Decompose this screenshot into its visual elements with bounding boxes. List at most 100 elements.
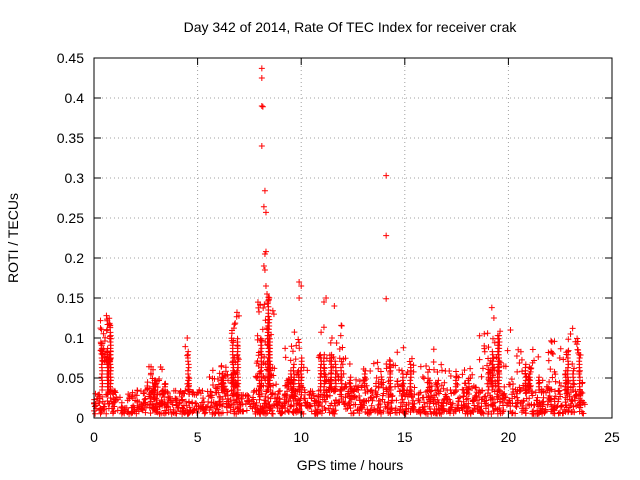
cluster-5-streak-point bbox=[257, 348, 264, 355]
baseline-point bbox=[179, 396, 186, 403]
cluster-13-point bbox=[556, 354, 563, 361]
outlier-point-21 bbox=[323, 295, 330, 301]
cluster-13-streak-point bbox=[576, 374, 583, 381]
baseline-point bbox=[408, 388, 415, 395]
cluster-0-point bbox=[97, 325, 104, 332]
baseline-point bbox=[389, 397, 396, 404]
baseline-point bbox=[385, 409, 392, 416]
baseline-point bbox=[273, 395, 280, 402]
baseline-point bbox=[499, 390, 506, 397]
baseline-point bbox=[565, 408, 572, 415]
cluster-0-streak-point bbox=[105, 361, 112, 368]
baseline-point bbox=[471, 402, 478, 409]
outlier-point-4 bbox=[258, 143, 265, 149]
baseline-point bbox=[256, 409, 263, 416]
outlier-point-34 bbox=[548, 339, 555, 345]
cluster-6-streak-point bbox=[290, 361, 297, 368]
baseline-point bbox=[404, 393, 411, 400]
baseline-point bbox=[316, 399, 323, 406]
y-tick-label-1: 0.05 bbox=[57, 370, 84, 386]
baseline-point bbox=[151, 396, 158, 403]
cluster-4-streak-point bbox=[230, 377, 237, 384]
cluster-8-point bbox=[346, 361, 353, 368]
baseline-point bbox=[332, 407, 339, 414]
baseline-point bbox=[431, 396, 438, 403]
baseline-point bbox=[256, 396, 263, 403]
baseline-point bbox=[108, 398, 115, 405]
baseline-point bbox=[551, 407, 558, 414]
cluster-1-point bbox=[144, 379, 151, 386]
baseline-point bbox=[206, 407, 213, 414]
baseline-point bbox=[538, 399, 545, 406]
baseline-point bbox=[417, 410, 424, 417]
baseline-point bbox=[95, 399, 102, 406]
baseline-point bbox=[426, 398, 433, 405]
baseline-point bbox=[367, 409, 374, 416]
outlier-point-14 bbox=[265, 299, 272, 305]
cluster-9-point bbox=[411, 384, 418, 391]
cluster-10-point bbox=[472, 384, 479, 391]
baseline-point bbox=[456, 394, 463, 401]
baseline-point bbox=[292, 393, 299, 400]
cluster-2-point bbox=[182, 343, 189, 350]
cluster-10-streak-point bbox=[465, 380, 472, 387]
outlier-point-20 bbox=[298, 283, 305, 289]
cluster-12-point bbox=[509, 386, 516, 393]
cluster-11-streak-point bbox=[485, 387, 492, 393]
baseline-point bbox=[502, 394, 509, 401]
cluster-10-point bbox=[461, 367, 468, 374]
cluster-9-streak-point bbox=[407, 380, 414, 387]
cluster-2-streak-point bbox=[184, 367, 191, 374]
baseline-point bbox=[331, 400, 338, 407]
cluster-10-point bbox=[423, 363, 430, 370]
cluster-13-streak-point bbox=[576, 358, 583, 365]
cluster-6-point bbox=[287, 357, 294, 364]
baseline-point bbox=[225, 401, 232, 408]
cluster-3-point bbox=[222, 368, 229, 375]
cluster-0-streak-point bbox=[105, 367, 112, 374]
baseline-point bbox=[303, 400, 310, 407]
outlier-point-22 bbox=[320, 299, 327, 305]
cluster-5-streak-point bbox=[258, 345, 265, 352]
baseline-point bbox=[288, 402, 295, 409]
outlier-point-23 bbox=[331, 303, 338, 309]
baseline-point bbox=[328, 408, 335, 415]
cluster-3-point bbox=[209, 375, 216, 382]
baseline-point bbox=[204, 403, 211, 410]
cluster-6-streak-point bbox=[288, 374, 295, 381]
cluster-5-point bbox=[269, 307, 276, 314]
baseline-point bbox=[178, 393, 185, 400]
baseline-point bbox=[548, 396, 555, 403]
baseline-point bbox=[293, 401, 300, 408]
baseline-point bbox=[535, 403, 542, 410]
cluster-7-point bbox=[320, 324, 327, 331]
cluster-2-streak-point bbox=[185, 383, 192, 390]
baseline-point bbox=[396, 388, 403, 395]
baseline-point bbox=[359, 404, 366, 411]
baseline-point bbox=[489, 403, 496, 410]
baseline-point bbox=[172, 410, 179, 417]
baseline-point bbox=[356, 410, 363, 417]
cluster-11-point bbox=[484, 330, 491, 337]
cluster-10-streak-point bbox=[435, 377, 442, 384]
baseline-point bbox=[422, 388, 429, 395]
baseline-point bbox=[244, 397, 251, 404]
y-tick-label-0: 0 bbox=[76, 410, 84, 426]
cluster-8-streak-point bbox=[368, 387, 375, 393]
baseline-point bbox=[433, 405, 440, 412]
x-tick-label-4: 20 bbox=[501, 429, 517, 445]
cluster-11-point bbox=[479, 365, 486, 372]
baseline-point bbox=[260, 407, 267, 414]
baseline-point bbox=[252, 408, 259, 415]
baseline-point bbox=[490, 396, 497, 403]
baseline-point bbox=[281, 391, 288, 398]
baseline-point bbox=[399, 396, 406, 403]
baseline-point bbox=[555, 396, 562, 403]
cluster-9-point bbox=[398, 367, 405, 374]
cluster-8-point bbox=[375, 365, 382, 372]
cluster-9-point bbox=[394, 378, 401, 385]
baseline-point bbox=[561, 406, 568, 413]
cluster-12-point bbox=[518, 356, 525, 363]
cluster-13-point bbox=[546, 378, 553, 385]
baseline-point bbox=[224, 409, 231, 416]
